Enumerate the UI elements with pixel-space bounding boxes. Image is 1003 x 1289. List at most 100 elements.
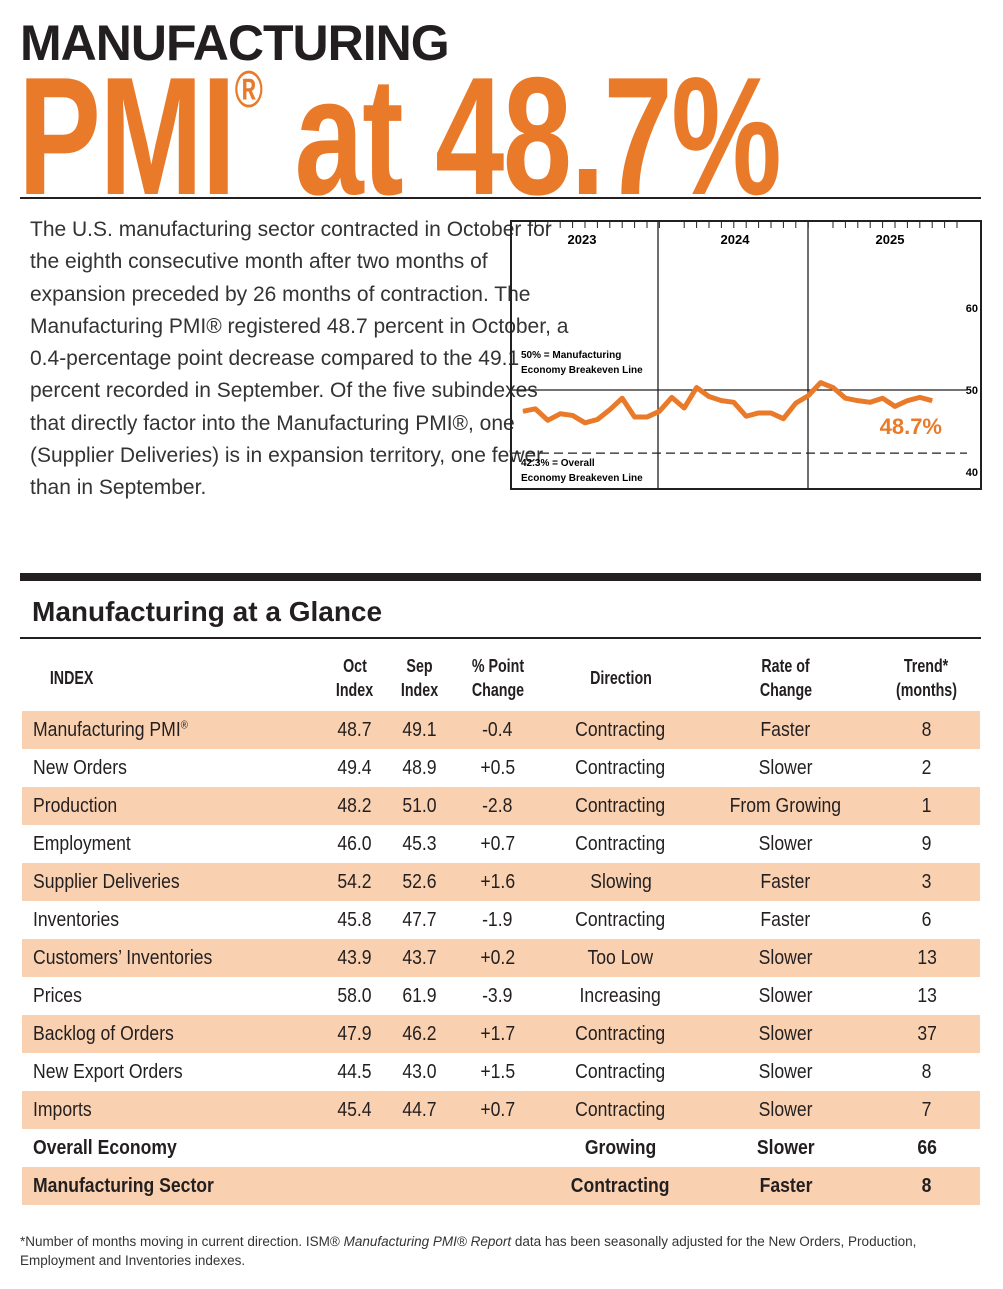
data-point bbox=[882, 397, 884, 399]
current-value-callout: 48.7% bbox=[880, 414, 942, 439]
table-cell: Slower bbox=[756, 1136, 815, 1159]
y-tick-label: 40 bbox=[966, 467, 978, 479]
table-cell: 43.7 bbox=[386, 939, 452, 977]
data-point bbox=[906, 400, 908, 402]
table-cell: Manufacturing PMI® bbox=[22, 711, 322, 749]
data-point bbox=[745, 415, 747, 417]
intro-text: The U.S. manufacturing sector contracted… bbox=[30, 218, 569, 500]
data-point bbox=[844, 397, 846, 399]
table-cell bbox=[322, 1129, 387, 1167]
table-row: Prices 58.0 61.9 -3.9 Increasing Slower 13 bbox=[22, 977, 980, 1015]
data-point bbox=[894, 405, 896, 407]
column-header: % Point Change bbox=[471, 656, 524, 700]
table-cell: Faster bbox=[698, 1167, 874, 1205]
column-header: Rate of Change bbox=[759, 656, 812, 700]
table-cell: 8 bbox=[873, 711, 980, 749]
table-cell: Backlog of Orders bbox=[22, 1015, 322, 1053]
data-point bbox=[658, 410, 660, 412]
table-row: Production 48.2 51.0 -2.8 Contracting From Gr… bbox=[22, 787, 980, 825]
table-row: Backlog of Orders 47.9 46.2 +1.7 Contracting… bbox=[22, 1015, 980, 1053]
table-row: Employment 46.0 45.3 +0.7 Contracting Slower 9 bbox=[22, 825, 980, 863]
data-point bbox=[534, 408, 536, 410]
table-cell bbox=[387, 1129, 452, 1167]
registered-mark: ® bbox=[234, 61, 263, 119]
table-cell: Contracting bbox=[542, 787, 699, 825]
glance-title: Manufacturing at a Glance bbox=[32, 596, 383, 627]
table-cell: 45.4 bbox=[321, 1091, 387, 1129]
column-header: Direction bbox=[589, 668, 652, 688]
title-manufacturing: MANUFACTURING bbox=[20, 15, 450, 71]
table-cell: 44.5 bbox=[336, 1060, 372, 1083]
table-cell: 7 bbox=[873, 1091, 980, 1129]
table-cell: Contracting bbox=[575, 832, 666, 855]
table-cell: Slower bbox=[698, 1015, 874, 1053]
table-cell: -2.8 bbox=[451, 787, 543, 825]
table-cell: Contracting bbox=[542, 1167, 699, 1205]
table-cell: Production bbox=[22, 787, 322, 825]
data-point bbox=[758, 412, 760, 414]
table-cell: Contracting bbox=[575, 1060, 666, 1083]
table-cell: +0.7 bbox=[479, 832, 515, 855]
table-cell: 2 bbox=[921, 756, 932, 779]
data-point bbox=[770, 412, 772, 414]
data-point bbox=[621, 397, 623, 399]
table-top-rule bbox=[20, 637, 981, 639]
table-cell: 61.9 bbox=[402, 984, 437, 1007]
table-cell: Contracting bbox=[542, 711, 699, 749]
table-cell: 46.2 bbox=[386, 1015, 452, 1053]
table-row: Customers’ Inventories 43.9 43.7 +0.2 Too Lo… bbox=[22, 939, 980, 977]
table-cell: 46.0 bbox=[336, 832, 372, 855]
table-cell: Slower bbox=[758, 756, 813, 779]
table-row: Manufacturing Sector Contracting Faster 8 bbox=[22, 1167, 980, 1205]
table-cell: New Orders bbox=[33, 756, 127, 779]
year-label: 2023 bbox=[568, 232, 597, 247]
table-cell: 48.9 bbox=[402, 756, 437, 779]
table-cell: Customers’ Inventories bbox=[22, 939, 322, 977]
table-cell: Contracting bbox=[542, 1015, 699, 1053]
table-cell: Increasing bbox=[579, 984, 662, 1007]
data-point bbox=[683, 407, 685, 409]
headline-pmi: PMI® at 48.7% bbox=[18, 52, 782, 220]
table-cell: 47.9 bbox=[321, 1015, 387, 1053]
data-point bbox=[733, 401, 735, 403]
table-cell: 49.1 bbox=[386, 711, 452, 749]
table-cell: Contracting bbox=[575, 756, 666, 779]
table-cell: 48.7 bbox=[321, 711, 387, 749]
data-point bbox=[522, 410, 524, 412]
table-cell: 3 bbox=[873, 863, 980, 901]
data-point bbox=[559, 413, 561, 415]
footnote: *Number of months moving in current dire… bbox=[20, 1232, 950, 1270]
table-cell: 45.8 bbox=[336, 908, 372, 931]
table-row: Imports 45.4 44.7 +0.7 Contracting Slower 7 bbox=[22, 1091, 980, 1129]
pmi-series-line bbox=[522, 380, 933, 426]
table-cell: Slower bbox=[758, 984, 813, 1007]
table-cell: Imports bbox=[22, 1091, 322, 1129]
table-cell: Prices bbox=[33, 984, 82, 1007]
table-cell: Supplier Deliveries bbox=[22, 863, 322, 901]
table-cell: 13 bbox=[873, 939, 980, 977]
footnote-text: *Number of months moving in current dire… bbox=[20, 1234, 344, 1249]
data-point bbox=[609, 409, 611, 411]
table-cell: 51.0 bbox=[386, 787, 452, 825]
table-row: New Export Orders 44.5 43.0 +1.5 Contracting… bbox=[22, 1053, 980, 1091]
data-point bbox=[634, 416, 636, 418]
data-point bbox=[547, 419, 549, 421]
table-cell: Contracting bbox=[542, 1091, 699, 1129]
table-cell bbox=[452, 1129, 543, 1167]
data-point bbox=[782, 418, 784, 420]
column-header: INDEX bbox=[49, 668, 94, 688]
data-point bbox=[671, 396, 673, 398]
reference-label: Economy Breakeven Line bbox=[521, 473, 643, 484]
reference-label: 50% = Manufacturing bbox=[521, 350, 621, 361]
table-cell: -3.9 bbox=[482, 984, 513, 1007]
table-cell: Faster bbox=[698, 711, 874, 749]
data-point bbox=[646, 416, 648, 418]
table-cell: -0.4 bbox=[451, 711, 543, 749]
pmi-line-chart: 2023 2024 2025 60 50 40 50% = Manufacturing Eco… bbox=[510, 220, 982, 490]
table-cell: 43.0 bbox=[402, 1060, 437, 1083]
table-cell bbox=[321, 1167, 387, 1205]
pmi-text: PMI bbox=[18, 42, 236, 230]
table-cell: 54.2 bbox=[321, 863, 387, 901]
table-cell bbox=[386, 1167, 452, 1205]
data-point bbox=[720, 400, 722, 402]
